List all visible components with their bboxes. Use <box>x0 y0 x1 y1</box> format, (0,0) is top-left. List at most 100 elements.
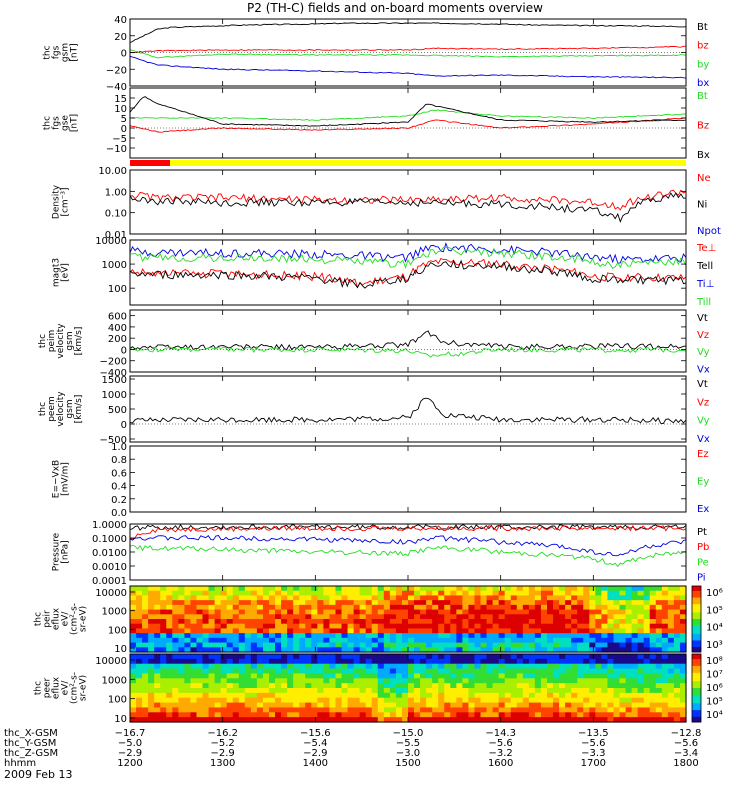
y-axis-label-line: [nT] <box>70 43 80 61</box>
y-tick-label: 0.10 <box>105 209 127 220</box>
xaxis-value: −2.9 <box>303 748 327 759</box>
y-tick-label: 0.0001 <box>92 576 127 587</box>
y-tick-label: −200 <box>100 357 127 368</box>
legend-label: Pb <box>697 542 709 553</box>
panel-temperature: 10000 1000 100 Te⊥ Tell Ti⊥ Till magt3 [eV] <box>52 236 717 308</box>
panel-frame <box>129 18 687 87</box>
y-axis-label-line: velocity <box>56 391 66 427</box>
y-axis-label-line: [eV] <box>61 263 71 282</box>
y-tick-label: 0.4 <box>111 482 127 493</box>
y-axis-label: thc peim velocity gsm [km/s] <box>38 323 84 359</box>
colorbar-label: 10⁴ <box>706 623 723 634</box>
flag-yellow <box>130 160 686 166</box>
legend-label: Vx <box>697 364 710 375</box>
legend-label: Vz <box>697 330 709 341</box>
y-axis-label-line: eV/ <box>61 611 71 627</box>
xaxis-value: −3.2 <box>489 748 513 759</box>
series-line-vt <box>129 397 687 424</box>
y-tick-label: 0.0010 <box>92 562 127 573</box>
y-tick-label: 1000 <box>102 607 127 618</box>
legend-label: bz <box>697 41 709 52</box>
xaxis-value: −5.5 <box>396 738 420 749</box>
y-tick-label: 0.01 <box>105 230 127 241</box>
y-tick-label: 0.1000 <box>92 534 127 545</box>
y-tick-label: 600 <box>108 312 127 323</box>
y-axis-label-line: gse <box>61 115 71 131</box>
legend-label: bx <box>697 78 709 89</box>
legend-label: Bt <box>697 91 708 102</box>
legend-label: by <box>697 59 709 70</box>
xaxis-value: 1700 <box>581 758 606 769</box>
panel-frame <box>129 309 687 373</box>
y-tick-label: 100 <box>108 695 127 706</box>
y-axis-label-line: magt3 <box>52 258 62 287</box>
legend-label: Vy <box>697 416 710 427</box>
legend-label: Npot <box>697 226 721 237</box>
y-tick-label: 400 <box>108 323 127 334</box>
y-tick-label: 10000 <box>95 656 127 667</box>
colorbar-label: 10⁵ <box>706 697 723 708</box>
y-tick-label: 0 <box>121 420 127 431</box>
y-axis-label-line: thc <box>34 612 44 626</box>
xaxis-value: −2.9 <box>211 748 235 759</box>
colorbar-label: 10³ <box>706 640 723 651</box>
y-axis-label-line: eflux <box>52 607 62 630</box>
y-axis-label-line: thc <box>43 45 53 59</box>
panel-density: 10.00 1.00 0.10 0.01 Ne Ni Npot Density [cm⁻³] <box>52 166 721 241</box>
y-tick-label: 0.6 <box>111 468 127 479</box>
panel-peir_spectrogram: 10⁶ 10⁵ 10⁴ 10³ 10000 1000 100 10 thc peir eflux eV… <box>34 585 723 655</box>
y-tick-label: 10 <box>114 714 127 725</box>
y-tick-label: 1000 <box>102 390 127 401</box>
legend-label: Vt <box>697 313 708 324</box>
xaxis-value: 1600 <box>488 758 513 769</box>
xaxis-value: −16.7 <box>115 728 146 739</box>
legend-label: Bt <box>697 22 708 33</box>
xaxis-value: 1200 <box>117 758 142 769</box>
y-tick-label: 10000 <box>95 236 127 247</box>
xaxis-value: −3.0 <box>396 748 420 759</box>
y-axis-label-line: gsm <box>65 331 75 350</box>
y-axis-label-line: fgs <box>52 116 62 130</box>
xaxis-value: −5.4 <box>303 738 327 749</box>
xaxis-value: −15.0 <box>393 728 424 739</box>
legend-label: Te⊥ <box>696 243 716 254</box>
y-tick-label: 0.0 <box>111 508 127 519</box>
y-tick-label: 5 <box>121 114 127 125</box>
series-line-ni <box>129 192 687 223</box>
legend-label: Ey <box>697 477 709 488</box>
y-axis-label-line: peem <box>47 396 57 422</box>
y-tick-label: 40 <box>114 15 127 26</box>
panel-frame <box>129 445 687 513</box>
y-axis-label: magt3 [eV] <box>52 258 71 287</box>
y-axis-label: Density [cm⁻³] <box>52 184 71 219</box>
y-axis-label-line: thc <box>38 334 48 348</box>
y-axis-label-line: Pressure <box>52 532 62 571</box>
colorbar-label: 10⁶ <box>706 683 723 694</box>
y-tick-label: 20 <box>114 32 127 43</box>
y-tick-label: −5 <box>112 134 127 145</box>
y-tick-label: 500 <box>108 405 127 416</box>
y-axis-label-line: peir <box>43 610 53 628</box>
y-axis-label-line: velocity <box>56 323 66 359</box>
y-tick-label: 10000 <box>95 588 127 599</box>
series-line-ti⊥ <box>129 241 687 264</box>
y-tick-label: 0.2 <box>111 495 127 506</box>
xaxis-value: −5.6 <box>581 738 605 749</box>
series-line-pi <box>129 534 687 557</box>
y-axis-label-line: thc <box>34 681 44 695</box>
y-tick-label: 200 <box>108 334 127 345</box>
colorbar-label: 10⁴ <box>706 710 723 721</box>
y-tick-label: −500 <box>100 435 127 446</box>
y-axis-label-line: (cm²-s- <box>70 672 80 704</box>
xaxis-value: −14.3 <box>485 728 516 739</box>
y-axis-label-line: Density <box>52 184 62 219</box>
y-tick-label: 1000 <box>102 675 127 686</box>
y-axis-label-line: peer <box>43 677 53 698</box>
xaxis-value: −13.5 <box>578 728 609 739</box>
y-axis-label-line: [nPa] <box>61 540 71 563</box>
series-line-pe <box>129 544 687 568</box>
colorbar-label: 10⁸ <box>706 656 723 667</box>
y-tick-label: 1.00 <box>105 187 127 198</box>
series-line-vy <box>129 345 687 358</box>
